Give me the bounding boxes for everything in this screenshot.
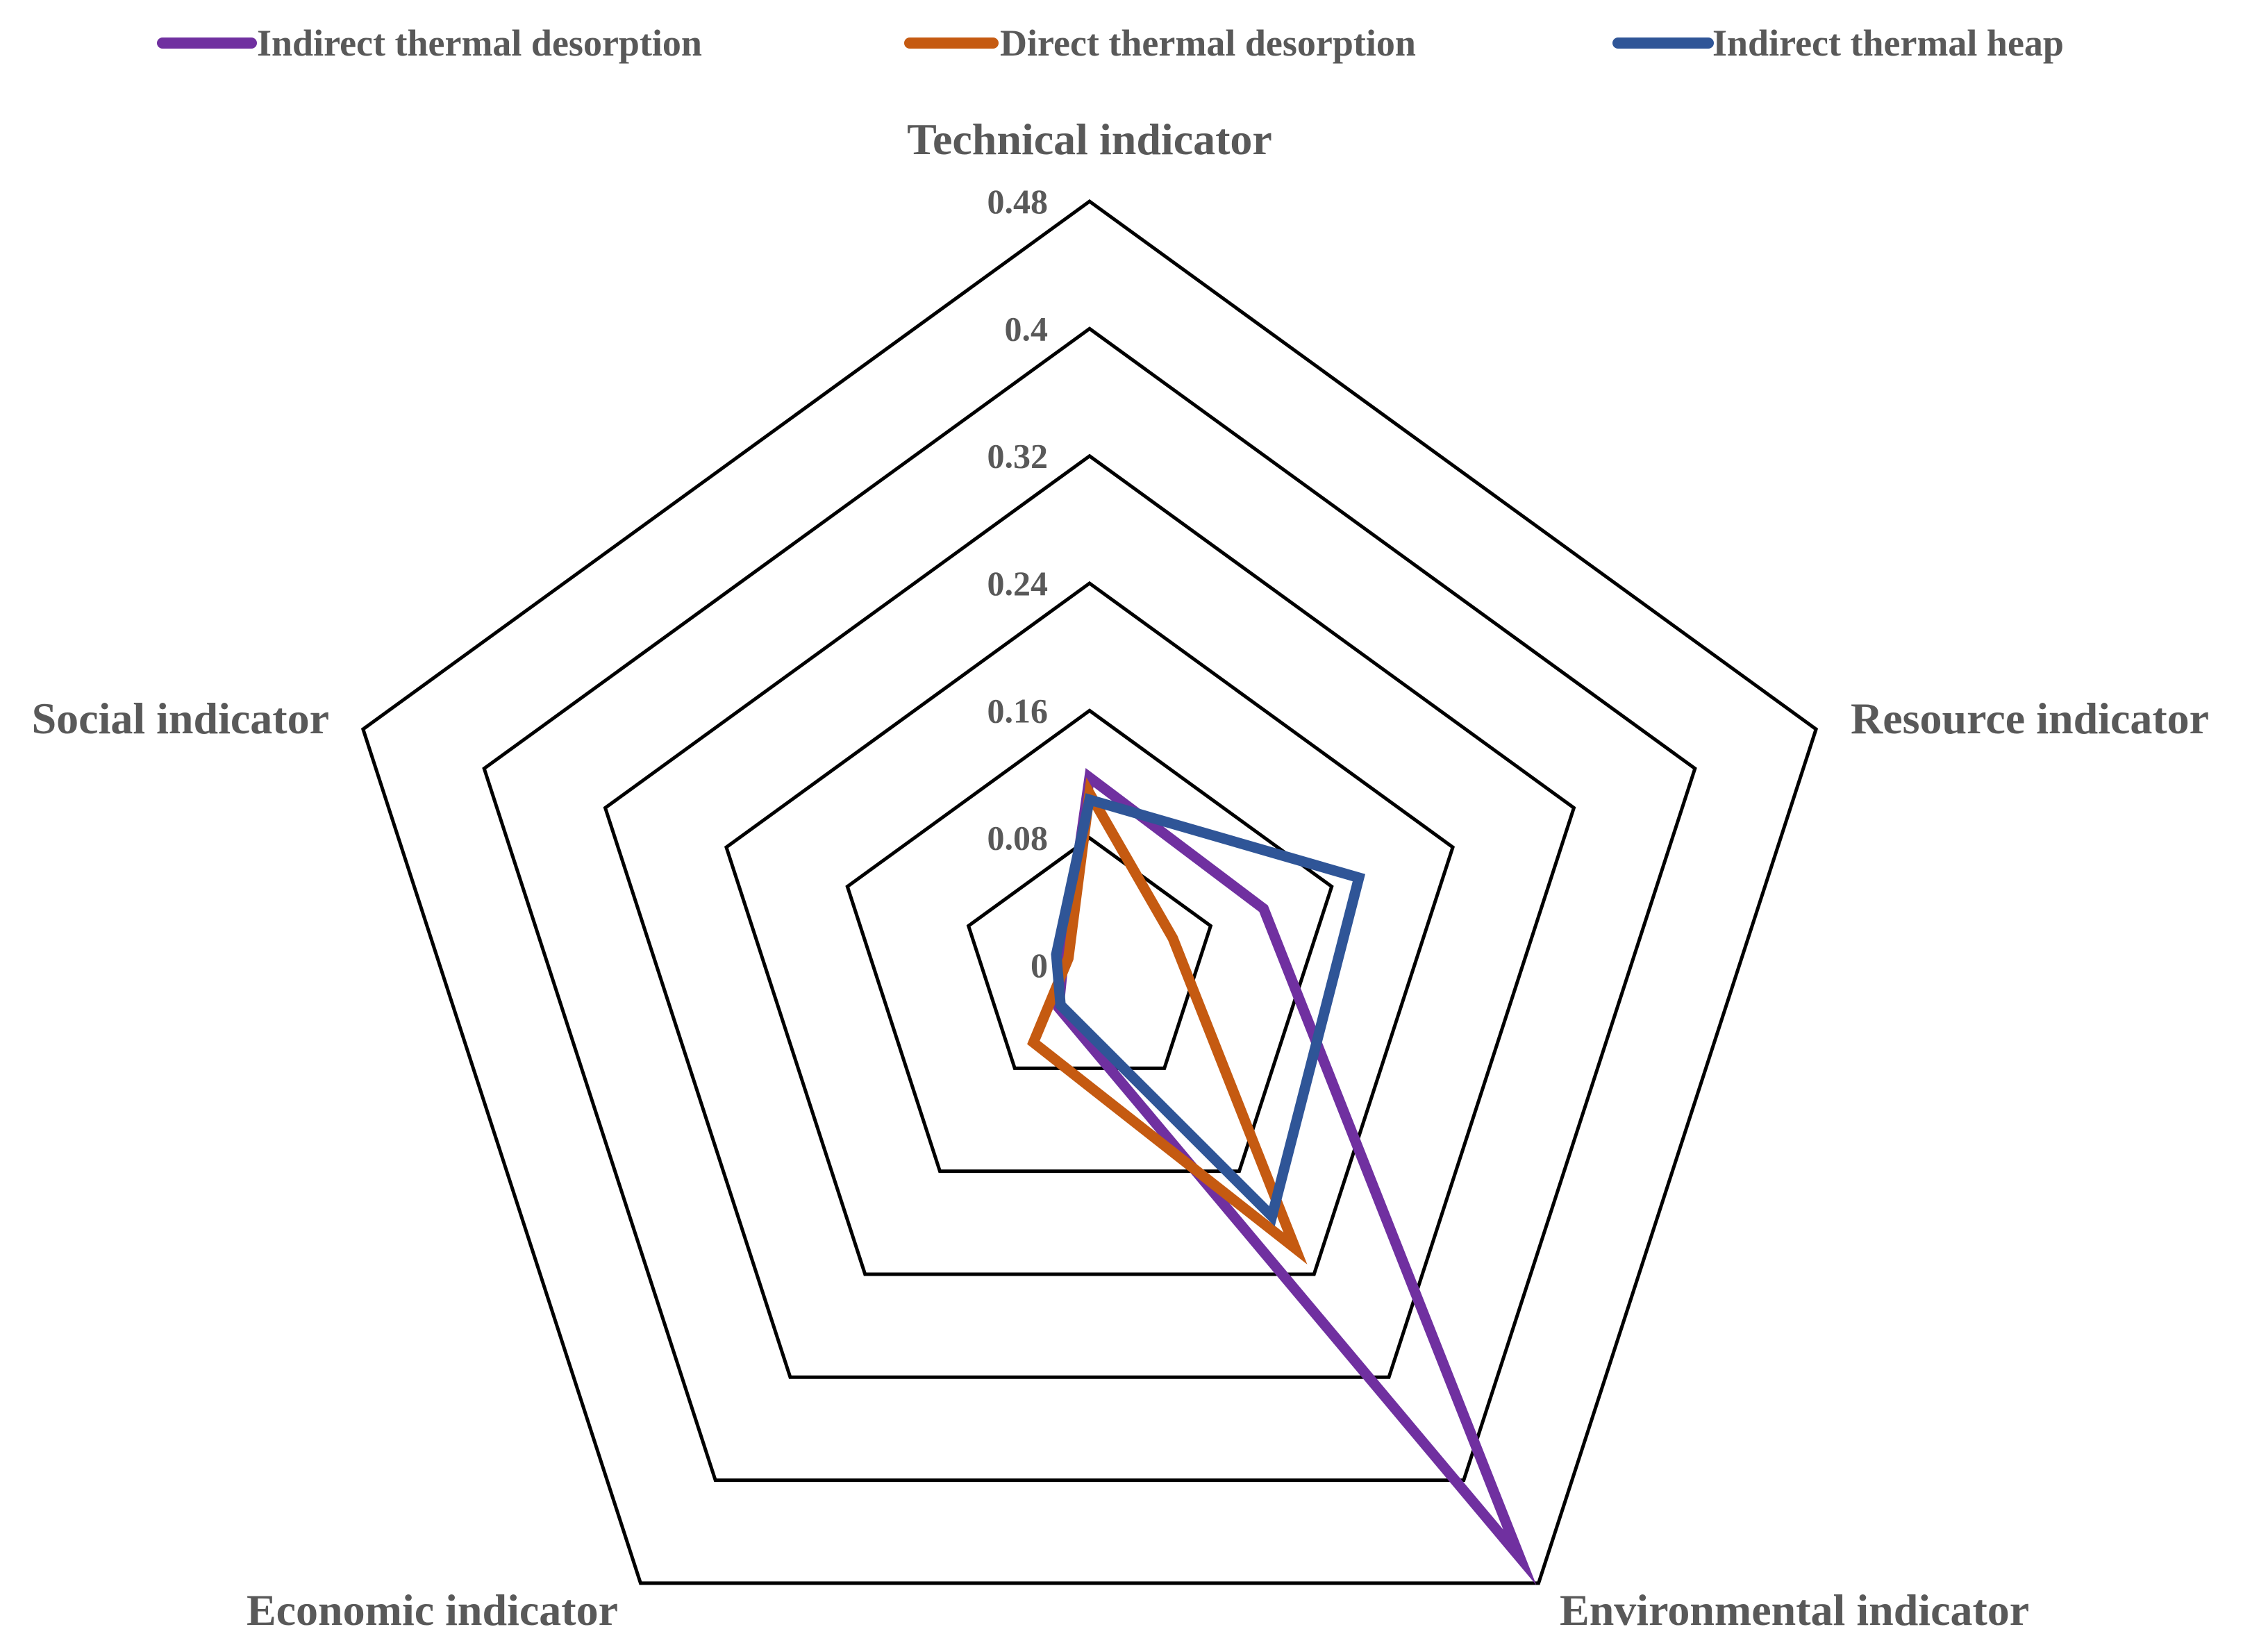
legend-label: Indirect thermal desorption xyxy=(257,22,702,64)
grid-ring-3 xyxy=(724,581,1456,1276)
axis-label-technical-indicator: Technical indicator xyxy=(907,115,1272,164)
axis-label-resource-indicator: Resource indicator xyxy=(1851,694,2209,743)
legend-item-indirect-thermal-desorption[interactable]: Indirect thermal desorption xyxy=(157,22,702,64)
radial-tick-label: 0.08 xyxy=(987,819,1049,858)
radial-tick-label: 0 xyxy=(1031,946,1048,985)
legend-item-direct-thermal-desorption[interactable]: Direct thermal desorption xyxy=(904,22,1416,64)
axis-label-economic-indicator: Economic indicator xyxy=(247,1585,618,1635)
legend-label: Direct thermal desorption xyxy=(1000,22,1416,64)
radial-tick-label: 0.4 xyxy=(1005,309,1049,348)
axis-labels: Technical indicator Resource indicator Env… xyxy=(32,115,2210,1635)
radial-tick-label: 0.48 xyxy=(987,182,1049,221)
radial-tick-labels: 0 0.08 0.16 0.24 0.32 0.4 0.48 xyxy=(987,182,1049,985)
grid-ring-1 xyxy=(966,835,1213,1070)
chart-legend: Indirect thermal desorption Direct therma… xyxy=(157,22,2064,64)
legend-item-indirect-thermal-heap[interactable]: Indirect thermal heap xyxy=(1612,22,2064,64)
axis-label-environmental-indicator: Environmental indicator xyxy=(1560,1585,2029,1635)
radar-series-layer xyxy=(1027,767,1537,1586)
series-indirect-thermal-heap xyxy=(1051,793,1366,1227)
grid-ring-4 xyxy=(603,453,1576,1379)
axis-label-social-indicator: Social indicator xyxy=(32,694,329,743)
grid-ring-6 xyxy=(360,199,1819,1585)
radar-grid xyxy=(360,199,1819,1585)
radial-tick-label: 0.16 xyxy=(987,691,1049,730)
series-direct-thermal-desorption xyxy=(1027,777,1308,1265)
legend-label: Indirect thermal heap xyxy=(1712,22,2064,64)
radial-tick-label: 0.24 xyxy=(987,564,1049,603)
grid-ring-5 xyxy=(482,326,1697,1483)
radial-tick-label: 0.32 xyxy=(987,437,1049,476)
